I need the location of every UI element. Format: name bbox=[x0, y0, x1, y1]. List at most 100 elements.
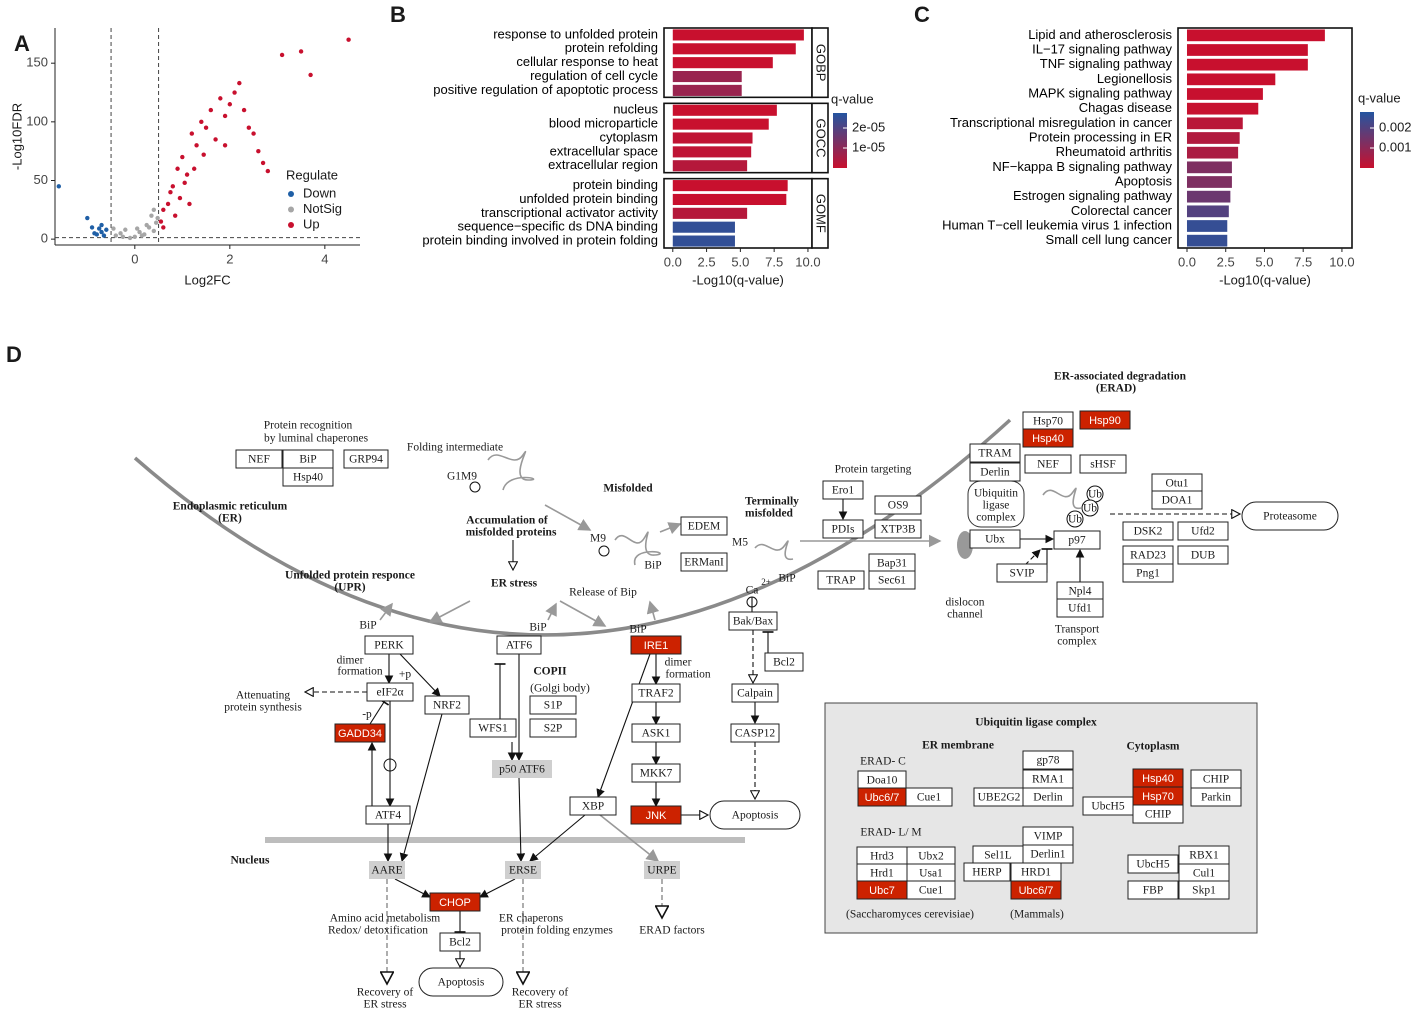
node-label: Derlin bbox=[980, 467, 1010, 479]
node-box bbox=[1122, 563, 1174, 583]
node-box bbox=[429, 892, 481, 912]
arrows bbox=[305, 499, 1240, 984]
node-label: gp78 bbox=[1037, 755, 1060, 767]
point bbox=[96, 226, 102, 231]
point bbox=[89, 225, 95, 230]
node-label: Ub bbox=[1068, 514, 1082, 526]
panel-label: C bbox=[914, 2, 930, 27]
point bbox=[101, 233, 107, 238]
node-box bbox=[1079, 454, 1127, 474]
node-box bbox=[868, 570, 916, 590]
point bbox=[172, 213, 178, 218]
node-box bbox=[343, 449, 389, 469]
x-tick-label: 0.0 bbox=[664, 254, 682, 269]
node-label: ER-associated degradation bbox=[1054, 371, 1187, 383]
x-axis-label: -Log10(q-value) bbox=[1219, 272, 1311, 287]
point bbox=[237, 80, 242, 86]
node-label: BiP bbox=[644, 560, 661, 572]
bar bbox=[1186, 234, 1228, 247]
point bbox=[260, 160, 266, 166]
node-label: Sel1L bbox=[984, 850, 1011, 862]
point bbox=[189, 131, 195, 136]
node-label: Folding intermediate bbox=[407, 442, 503, 454]
node-label: Cul1 bbox=[1193, 868, 1216, 880]
point bbox=[158, 219, 164, 224]
point bbox=[153, 220, 159, 225]
point bbox=[151, 207, 157, 213]
x-tick-label: 5.0 bbox=[1255, 254, 1273, 269]
node-label: TRAF2 bbox=[638, 688, 673, 700]
point bbox=[165, 201, 171, 207]
node-label: ERAD- C bbox=[860, 756, 906, 768]
node-box bbox=[969, 462, 1021, 482]
bar bbox=[1186, 190, 1231, 203]
colorbar-title: q-value bbox=[831, 91, 874, 106]
node-label: Ero1 bbox=[832, 485, 855, 497]
point bbox=[118, 231, 123, 236]
node-label: ATF6 bbox=[506, 640, 532, 652]
node-label: ERManI bbox=[684, 557, 724, 569]
node-label: COPII bbox=[533, 666, 567, 678]
node-label: Derlin1 bbox=[1030, 849, 1065, 861]
node-label: ER stress bbox=[363, 999, 407, 1011]
point bbox=[199, 119, 204, 125]
node-label: protein folding enzymes bbox=[501, 925, 613, 937]
node-label: S1P bbox=[544, 700, 563, 712]
node-label: BiP bbox=[529, 622, 546, 634]
node-label: Proteasome bbox=[1263, 511, 1317, 523]
node-label: Unfolded protein responce bbox=[285, 570, 415, 582]
x-tick-label: 4 bbox=[321, 251, 328, 266]
node-label: FBP bbox=[1143, 885, 1163, 897]
node-label: dimer bbox=[337, 655, 364, 667]
node-box bbox=[364, 635, 414, 655]
x-tick-label: 2 bbox=[226, 251, 233, 266]
node-label: Hsp40 bbox=[293, 472, 323, 484]
bar bbox=[1186, 220, 1228, 232]
y-tick-label: 150 bbox=[26, 55, 48, 70]
panel-label: D bbox=[6, 342, 22, 367]
point bbox=[218, 96, 223, 101]
point bbox=[56, 184, 62, 189]
facet-strip bbox=[811, 177, 829, 249]
node-label: Ubc7 bbox=[869, 885, 895, 897]
legend-swatch bbox=[288, 206, 294, 213]
node-label: Bap31 bbox=[877, 558, 907, 570]
point bbox=[139, 233, 145, 238]
node-box bbox=[1022, 750, 1074, 770]
colorbar bbox=[1360, 112, 1374, 168]
bar bbox=[672, 29, 804, 41]
node-box bbox=[874, 495, 922, 515]
x-tick-label: 0 bbox=[131, 251, 138, 266]
point bbox=[134, 226, 140, 231]
node-label: ER membrane bbox=[922, 740, 994, 752]
node-box bbox=[1022, 428, 1074, 448]
legend-title: Regulate bbox=[286, 167, 338, 182]
node-label: Hsp70 bbox=[1142, 791, 1174, 803]
glycan bbox=[598, 545, 610, 557]
node-label: CASP12 bbox=[735, 728, 776, 740]
category-label: extracellular region bbox=[548, 157, 658, 172]
category-label: NF−kappa B signaling pathway bbox=[992, 159, 1172, 174]
node-box bbox=[728, 611, 778, 631]
node-box bbox=[630, 635, 682, 655]
x-tick-label: 0.0 bbox=[1178, 254, 1196, 269]
node-label: GADD34 bbox=[338, 728, 382, 740]
node-box bbox=[680, 552, 728, 572]
bar bbox=[672, 193, 787, 206]
panel-border bbox=[1177, 27, 1353, 249]
node-label: Terminally bbox=[745, 496, 799, 508]
point bbox=[298, 49, 304, 54]
node-label: ER stress bbox=[518, 999, 562, 1011]
bar bbox=[672, 207, 748, 219]
node-label: UBE2G2 bbox=[978, 792, 1021, 804]
category-label: unfolded protein binding bbox=[519, 191, 658, 206]
node-label: Recovery of bbox=[357, 987, 414, 999]
bar bbox=[1186, 58, 1308, 71]
node-label: Protein targeting bbox=[835, 464, 912, 476]
node-label: Ca bbox=[746, 585, 759, 597]
node-label: Ub bbox=[1083, 503, 1097, 515]
node-label: AARE bbox=[371, 865, 402, 877]
node-label: Transport bbox=[1055, 624, 1100, 636]
point bbox=[346, 37, 351, 42]
